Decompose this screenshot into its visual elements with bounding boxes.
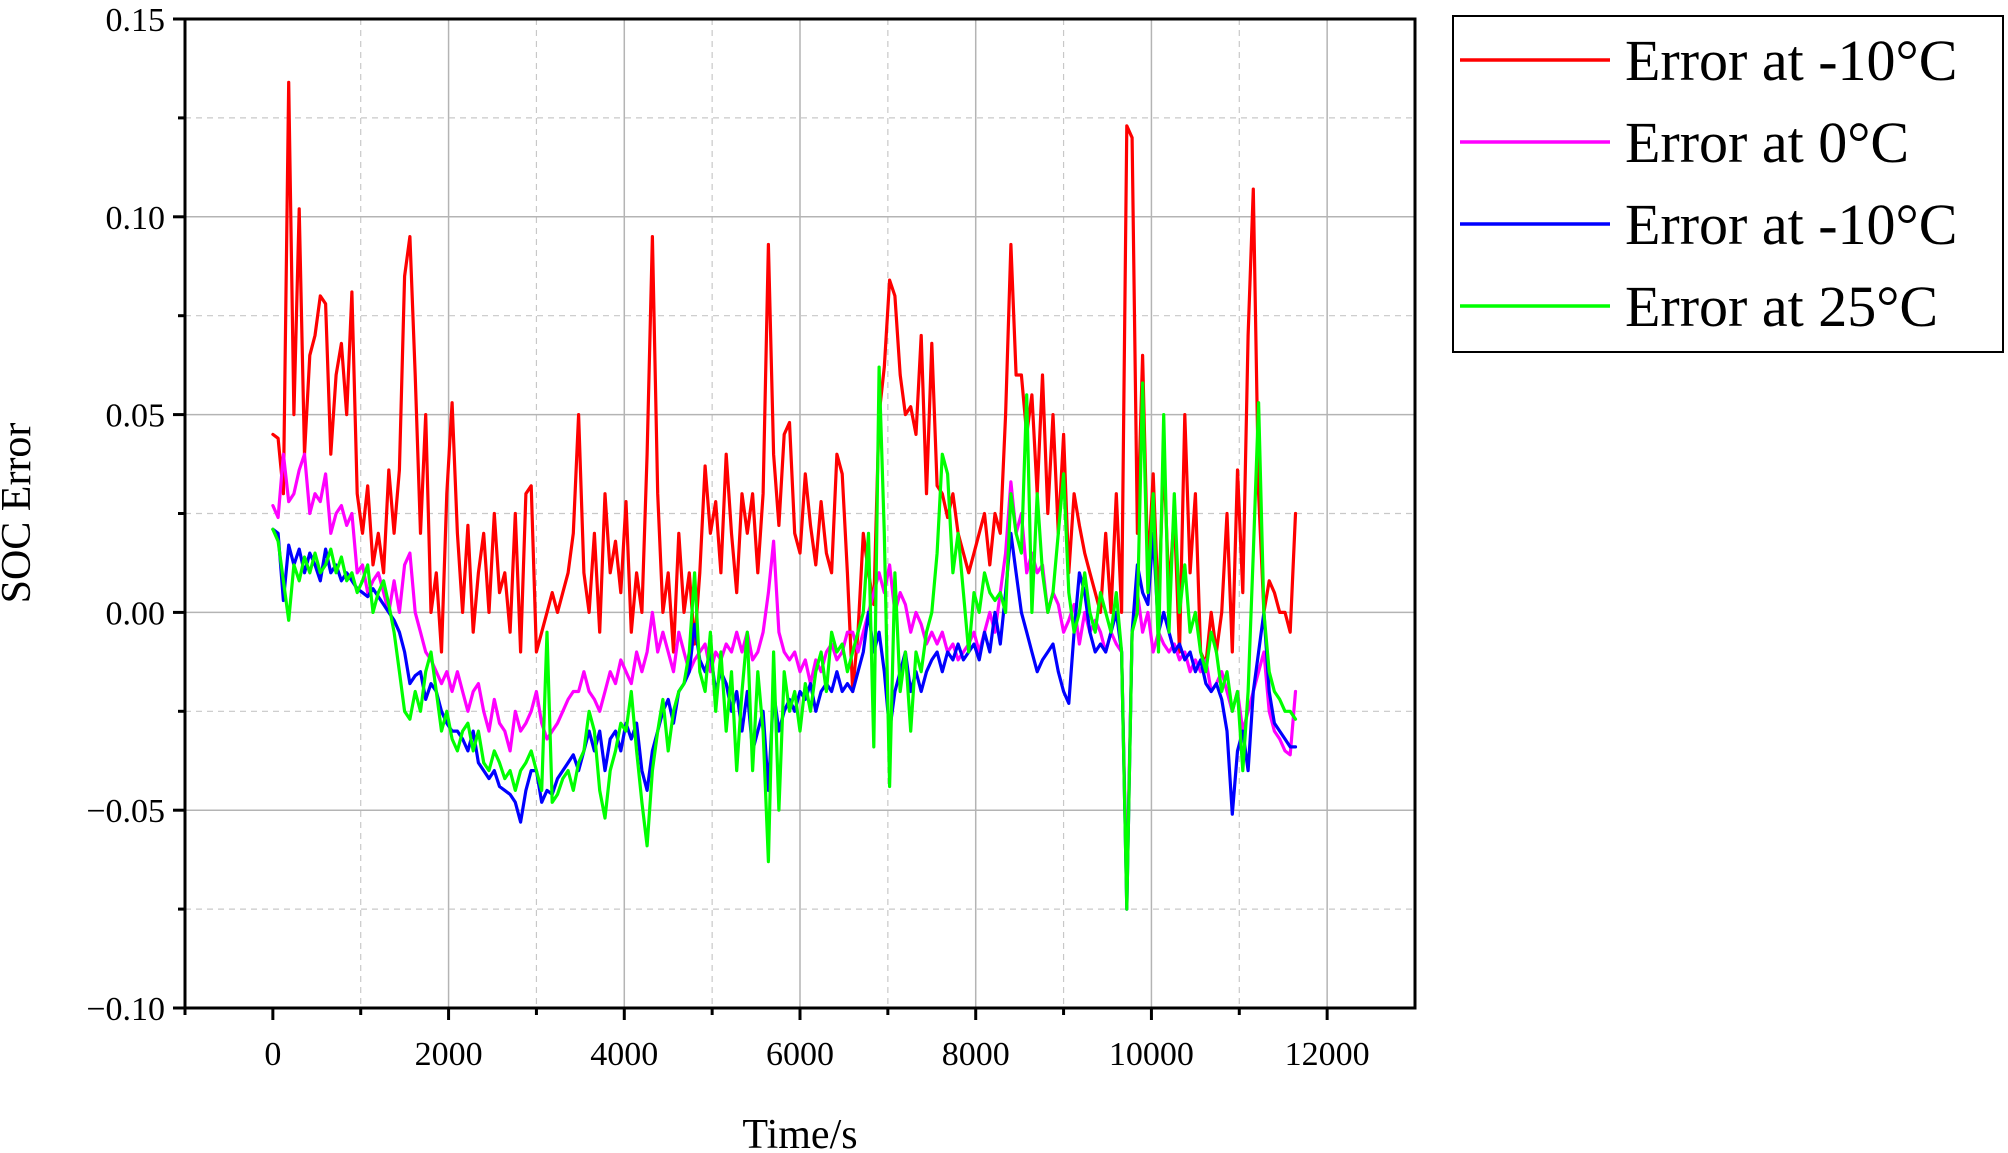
y-tick-labels: −0.10 −0.05 0.00 0.05 0.10 0.15 bbox=[86, 2, 165, 1028]
x-tick-label: 4000 bbox=[590, 1036, 658, 1073]
y-tick-label: 0.15 bbox=[106, 2, 166, 39]
y-axis-title: SOC Error bbox=[0, 423, 40, 604]
series-line-3 bbox=[271, 527, 1298, 911]
legend-box bbox=[1452, 15, 2004, 353]
y-tick-label: −0.10 bbox=[86, 991, 165, 1028]
legend-label-2: Error at 0°C bbox=[1625, 110, 1909, 175]
series-line-1 bbox=[271, 80, 1298, 694]
axis-ticks bbox=[173, 17, 1329, 1020]
legend-label-3: Error at -10°C bbox=[1625, 192, 1957, 257]
x-tick-label: 6000 bbox=[766, 1036, 834, 1073]
x-tick-label: 0 bbox=[264, 1036, 281, 1073]
legend: Error at -10°C Error at 0°C Error at -10°C… bbox=[1452, 15, 2004, 353]
legend-label-4: Error at 25°C bbox=[1625, 274, 1938, 339]
y-tick-label: 0.05 bbox=[106, 398, 166, 435]
x-tick-label: 8000 bbox=[942, 1036, 1010, 1073]
x-tick-label: 12000 bbox=[1285, 1036, 1370, 1073]
x-tick-label: 2000 bbox=[415, 1036, 483, 1073]
y-tick-label: 0.10 bbox=[106, 200, 166, 237]
x-tick-label: 10000 bbox=[1109, 1036, 1194, 1073]
y-tick-label: −0.05 bbox=[86, 793, 165, 830]
series-lines bbox=[271, 80, 1298, 911]
x-axis-title: Time/s bbox=[742, 1112, 857, 1153]
series-line-4 bbox=[271, 365, 1298, 911]
x-tick-labels: 0 2000 4000 6000 8000 10000 12000 bbox=[264, 1036, 1369, 1073]
y-tick-label: 0.00 bbox=[106, 595, 166, 632]
legend-label-1: Error at -10°C bbox=[1625, 28, 1957, 93]
